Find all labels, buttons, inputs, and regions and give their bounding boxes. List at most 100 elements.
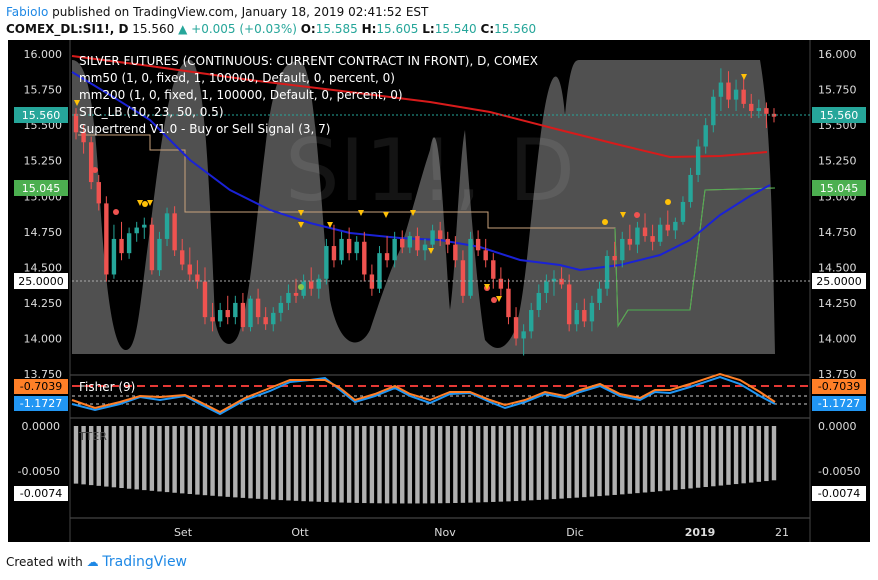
tter-bar [756,426,762,482]
tter-bar [445,426,450,504]
price-chart[interactable]: SI1!, D SILVER FUTURES (CONTINUOUS: CU [0,40,878,550]
y-tick: 14.750 [24,226,63,239]
candle [255,298,261,318]
tter-bar [180,426,185,494]
y-tick: 14.500 [818,261,857,274]
candle [278,302,284,313]
tter-bar [422,426,428,504]
created-with: Created with [6,555,83,569]
candle [119,238,124,254]
y-tick: 15.250 [818,155,857,168]
candle [597,288,602,303]
tter-bar [164,426,170,493]
tter-badge-right: -0.0074 [818,487,860,500]
stc-badge-left: 25.0000 [18,275,64,288]
tter-tick-1-right: -0.0050 [818,465,860,478]
candle [551,278,557,282]
y-tick: 14.250 [818,297,857,310]
candle [316,278,321,289]
candle [589,302,595,322]
candle [529,310,534,332]
change-value: ▲ +0.005 (+0.03%) [178,22,297,36]
tter-bar [210,426,215,496]
candle [369,274,375,289]
tter-bar [346,426,352,503]
fisher-label: Fisher (9) [79,380,135,394]
candle [180,250,185,265]
tter-bar [437,426,443,504]
sell-dot [113,209,119,215]
candle [726,82,731,100]
legend-mm200: mm200 (1, 0, fixed, 1, 100000, Default, … [79,88,403,102]
tter-bar [498,426,504,502]
candle [733,89,739,100]
tter-bar [688,426,693,489]
candle [741,89,746,104]
y-tick: 14.500 [24,261,63,274]
candle [149,224,155,271]
candle [749,103,754,111]
tter-bar [551,426,557,500]
tter-bar [604,426,610,496]
candle [240,302,246,328]
y-tick: 15.250 [24,155,63,168]
y-tick: 14.250 [24,297,63,310]
candle [164,213,170,239]
candle [111,238,117,275]
candle [582,310,587,322]
tter-bar [453,426,458,503]
tter-bar [308,426,314,502]
supertrend-badge-left: 15.045 [22,182,61,195]
tter-bar [369,426,375,504]
candle [271,312,276,325]
tter-bar [680,426,686,490]
candle [665,224,670,231]
candle [384,253,390,261]
tter-bar [111,426,117,488]
y-tick: 14.750 [818,226,857,239]
candle [172,213,177,251]
y-tick: 14.000 [24,332,63,345]
tter-bar [460,426,466,503]
tter-bar [81,426,86,485]
candle [233,302,238,318]
tter-bar [73,426,79,484]
y-tick: 15.750 [818,84,857,97]
tradingview-logo-icon[interactable]: ☁ [86,555,99,569]
tter-bar [483,426,488,503]
last-price: 15.560 [132,22,175,36]
candle [210,317,215,322]
tter-bar [657,426,663,492]
legend-supertrend: Supertrend V1.0 - Buy or Sell Signal (3,… [79,122,330,136]
candle [468,238,473,296]
candle [445,238,450,245]
candle [536,292,542,311]
tter-bar [513,426,519,502]
tter-bar [566,426,572,499]
tter-bar [506,426,511,502]
tter-bar [741,426,746,484]
tter-bar [468,426,473,503]
tter-bar [233,426,238,498]
footer: Created with ☁ TradingView [6,554,187,570]
tradingview-link[interactable]: TradingView [102,554,188,570]
tter-bar [475,426,481,503]
candle [126,233,132,254]
author-name[interactable]: FabioIo [6,5,49,19]
fisher-badge-2-left: -1.1727 [20,397,62,410]
candle [308,281,314,289]
tter-bar [620,426,625,495]
tter-bar [726,426,731,485]
candle [362,241,367,275]
candle [513,317,519,339]
low-value: 15.540 [434,22,477,36]
legend-mm50: mm50 (1, 0, fixed, 1, 100000, Default, 0… [79,71,395,85]
fisher-line-2 [71,375,776,416]
candle [415,236,420,251]
tter-bar [665,426,670,491]
tter-bar [582,426,587,498]
candle [574,310,579,325]
tter-bar [733,426,739,485]
tter-bar [157,426,162,492]
tter-bar [597,426,602,497]
